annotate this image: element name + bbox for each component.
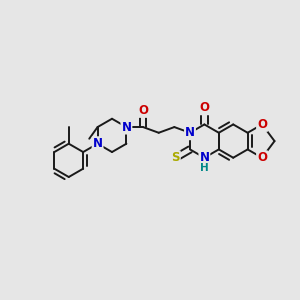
Text: O: O xyxy=(200,101,209,114)
Text: N: N xyxy=(93,137,103,150)
Text: N: N xyxy=(185,126,195,139)
Text: O: O xyxy=(138,104,148,117)
Text: H: H xyxy=(200,164,209,173)
Text: N: N xyxy=(200,151,209,164)
Text: S: S xyxy=(171,151,180,164)
Text: O: O xyxy=(257,118,267,131)
Text: O: O xyxy=(257,151,267,164)
Text: N: N xyxy=(122,121,131,134)
